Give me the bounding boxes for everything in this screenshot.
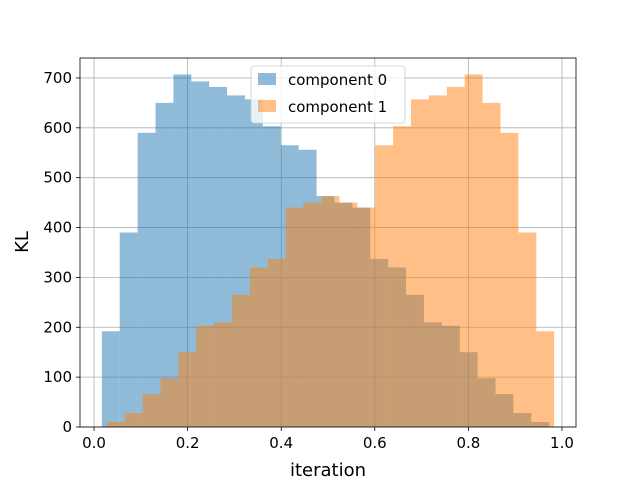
histogram-bar xyxy=(137,132,156,427)
histogram-bar xyxy=(446,86,465,427)
histogram-bar xyxy=(464,74,483,427)
histogram-bar xyxy=(155,102,174,427)
x-tick-label: 0.6 xyxy=(363,434,387,452)
histogram-bar xyxy=(428,95,447,427)
histogram-bar xyxy=(393,126,412,427)
legend-swatch-component-0 xyxy=(258,73,276,85)
y-tick-label: 400 xyxy=(43,219,72,237)
histogram-bar xyxy=(232,294,250,427)
histogram-bar xyxy=(160,378,179,427)
histogram-bar xyxy=(482,102,501,427)
x-tick-label: 0.2 xyxy=(176,434,200,452)
legend-label-component-1: component 1 xyxy=(288,98,387,116)
histogram-bar xyxy=(303,202,322,427)
histogram-bar xyxy=(357,207,376,427)
histogram-bar xyxy=(285,207,304,427)
legend-frame xyxy=(250,65,406,124)
y-tick-label: 100 xyxy=(43,368,72,386)
legend: component 0 component 1 xyxy=(250,65,406,124)
histogram-bar xyxy=(500,132,519,427)
bars-layer xyxy=(101,74,555,428)
histogram-bar xyxy=(249,267,268,427)
y-tick-label: 700 xyxy=(43,69,72,87)
x-axis-ticks: 0.0 0.2 0.4 0.6 0.8 1.0 xyxy=(82,427,574,452)
histogram-bar xyxy=(101,331,120,427)
x-axis-label: iteration xyxy=(290,460,366,480)
histogram-bar xyxy=(411,99,429,427)
histogram-bar xyxy=(375,145,394,427)
histogram-bar xyxy=(173,74,192,427)
histogram-bar xyxy=(518,232,537,427)
histogram-bar xyxy=(106,422,125,427)
legend-swatch-component-1 xyxy=(258,100,276,112)
histogram-bar xyxy=(339,202,358,427)
histogram-bar xyxy=(214,322,233,427)
histogram-bar xyxy=(536,331,555,427)
y-tick-label: 0 xyxy=(62,418,72,436)
plot-frame xyxy=(79,57,577,428)
x-tick-label: 0.8 xyxy=(456,434,480,452)
series-component-1 xyxy=(106,74,555,427)
histogram-bar xyxy=(119,232,138,427)
y-tick-label: 200 xyxy=(43,318,72,336)
histogram-bar xyxy=(196,325,215,427)
legend-label-component-0: component 0 xyxy=(288,71,387,89)
histogram-bar xyxy=(321,196,340,427)
histogram-bar xyxy=(178,352,197,427)
histogram-bar xyxy=(267,258,286,427)
x-tick-label: 1.0 xyxy=(550,434,574,452)
histogram-bar xyxy=(124,413,143,427)
x-tick-label: 0.0 xyxy=(82,434,106,452)
y-axis-label: KL xyxy=(12,231,33,253)
y-axis-ticks: 0 100 200 300 400 500 600 700 xyxy=(43,69,80,436)
y-tick-label: 300 xyxy=(43,268,72,286)
x-tick-label: 0.4 xyxy=(269,434,293,452)
y-tick-label: 600 xyxy=(43,119,72,137)
y-tick-label: 500 xyxy=(43,169,72,187)
histogram-bar xyxy=(142,394,161,427)
